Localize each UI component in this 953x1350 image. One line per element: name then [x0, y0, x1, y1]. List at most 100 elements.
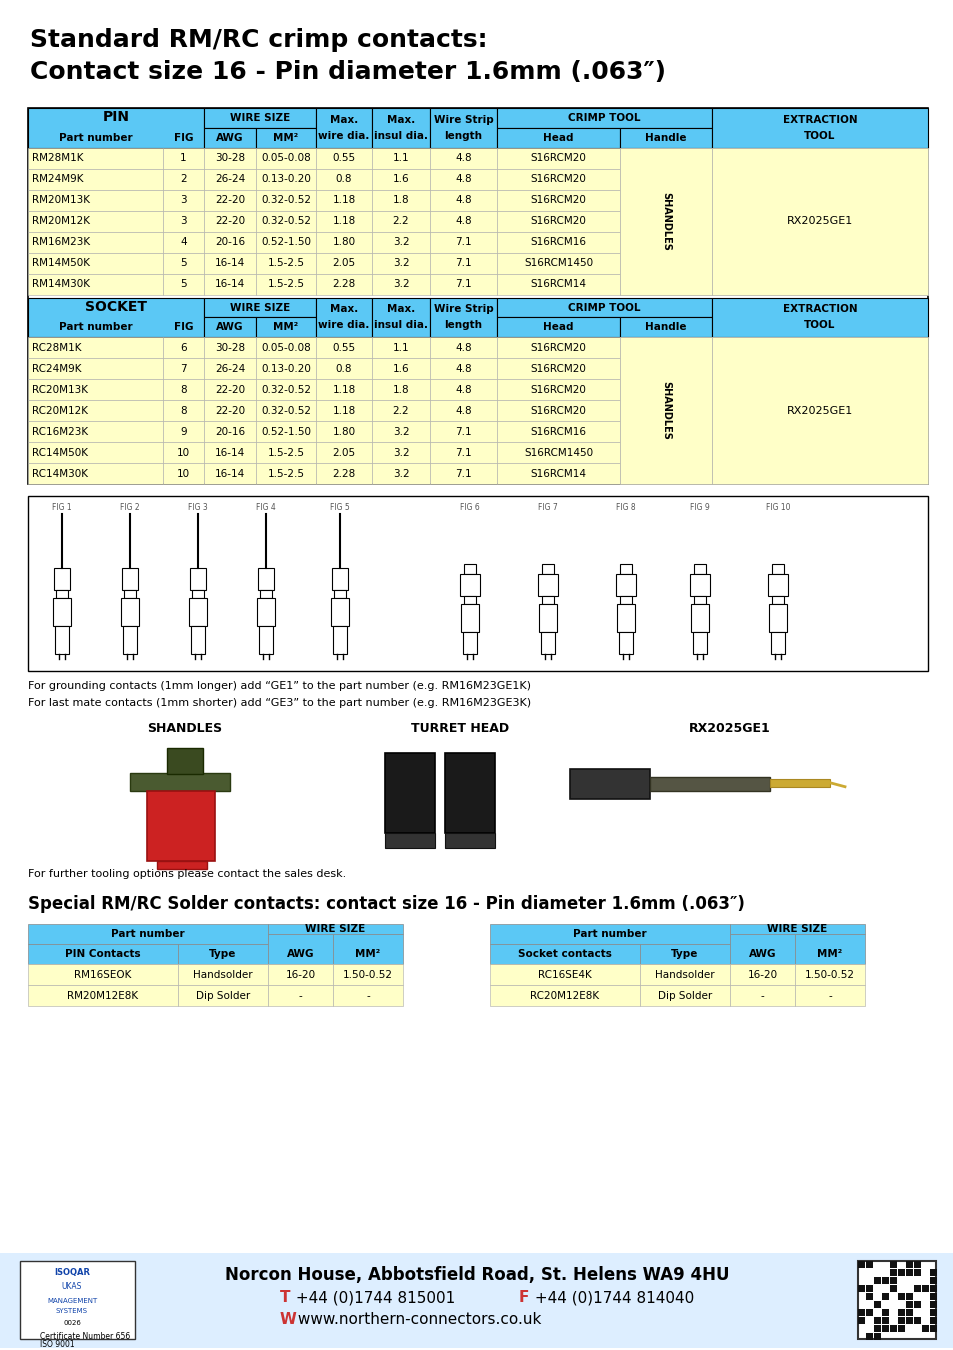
Bar	[873, 1316, 880, 1324]
Text: 1.5-2.5: 1.5-2.5	[267, 468, 304, 479]
Bar	[204, 379, 255, 401]
Bar	[459, 574, 479, 597]
Text: MM²: MM²	[274, 323, 298, 332]
Bar	[929, 1293, 936, 1300]
Text: 4.8: 4.8	[455, 364, 472, 374]
Text: ISO 9001: ISO 9001	[40, 1341, 74, 1349]
Text: Max.: Max.	[387, 305, 415, 315]
Bar	[315, 211, 372, 232]
Text: Socket contacts: Socket contacts	[517, 949, 611, 960]
Bar	[490, 964, 639, 986]
Bar	[497, 211, 619, 232]
Bar	[905, 1261, 912, 1268]
Bar	[430, 338, 497, 358]
Text: S16RCM20: S16RCM20	[530, 343, 586, 352]
Bar	[857, 1316, 864, 1324]
Text: S16RCM20: S16RCM20	[530, 174, 586, 184]
Text: 1.50-0.52: 1.50-0.52	[343, 969, 393, 980]
Bar	[771, 597, 783, 603]
Text: length: length	[444, 131, 482, 140]
Text: RC20M12E8K: RC20M12E8K	[530, 991, 598, 1000]
Bar	[204, 211, 255, 232]
Text: 1.6: 1.6	[393, 174, 409, 184]
Text: 7.1: 7.1	[455, 468, 472, 479]
Bar	[192, 590, 204, 598]
Bar	[163, 401, 204, 421]
Bar	[372, 358, 430, 379]
Text: 1.50-0.52: 1.50-0.52	[804, 969, 854, 980]
Bar	[889, 1261, 896, 1268]
Bar	[315, 463, 372, 485]
Text: 4.8: 4.8	[455, 343, 472, 352]
Text: RM20M13K: RM20M13K	[32, 196, 90, 205]
Bar	[163, 358, 204, 379]
Text: UKAS: UKAS	[62, 1282, 82, 1292]
Text: SHANDLES: SHANDLES	[148, 722, 222, 736]
Text: +44 (0)1744 815001: +44 (0)1744 815001	[291, 1291, 470, 1305]
Text: -: -	[366, 991, 370, 1000]
Text: 1.80: 1.80	[332, 427, 355, 437]
Bar	[268, 925, 402, 934]
Bar	[372, 232, 430, 252]
Bar	[163, 190, 204, 211]
Text: S16RCM20: S16RCM20	[530, 406, 586, 416]
Text: RM20M12K: RM20M12K	[32, 216, 90, 227]
Bar	[430, 443, 497, 463]
Bar	[794, 934, 864, 964]
Bar	[929, 1310, 936, 1316]
Bar	[255, 147, 315, 169]
Text: FIG 4: FIG 4	[255, 502, 275, 512]
Text: 1.18: 1.18	[332, 385, 355, 394]
Bar	[178, 964, 268, 986]
Bar	[204, 338, 255, 358]
Text: 1.5-2.5: 1.5-2.5	[267, 448, 304, 458]
Bar	[255, 317, 315, 338]
Text: 2.28: 2.28	[332, 279, 355, 289]
Bar	[372, 421, 430, 443]
Text: 3: 3	[180, 216, 187, 227]
Bar	[462, 632, 476, 653]
Bar	[258, 626, 273, 653]
Text: Handle: Handle	[644, 132, 686, 143]
Text: PIN: PIN	[102, 109, 130, 124]
Bar	[913, 1316, 920, 1324]
Bar	[315, 358, 372, 379]
Bar	[163, 463, 204, 485]
Bar	[711, 211, 927, 232]
Bar	[569, 768, 649, 799]
Text: 4.8: 4.8	[455, 196, 472, 205]
Text: TOOL: TOOL	[803, 131, 835, 140]
Bar	[28, 463, 163, 485]
Text: 0.8: 0.8	[335, 364, 352, 374]
Text: 16-14: 16-14	[214, 258, 245, 269]
Text: 4: 4	[180, 238, 187, 247]
Bar	[897, 1310, 904, 1316]
Bar	[430, 252, 497, 274]
Text: AWG: AWG	[748, 949, 776, 960]
Bar	[334, 590, 346, 598]
Bar	[385, 833, 435, 848]
Text: 22-20: 22-20	[214, 196, 245, 205]
Bar	[255, 421, 315, 443]
Text: 10: 10	[176, 448, 190, 458]
Bar	[372, 190, 430, 211]
Bar	[255, 211, 315, 232]
Bar	[163, 252, 204, 274]
Bar	[444, 753, 495, 833]
Bar	[255, 463, 315, 485]
Text: FIG 9: FIG 9	[689, 502, 709, 512]
Text: 30-28: 30-28	[214, 343, 245, 352]
Text: S16RCM16: S16RCM16	[530, 427, 586, 437]
Bar	[873, 1332, 880, 1339]
Bar	[333, 934, 402, 964]
Bar	[315, 147, 372, 169]
Bar	[619, 274, 711, 294]
Bar	[430, 421, 497, 443]
Text: RM20M12E8K: RM20M12E8K	[68, 991, 138, 1000]
Bar	[541, 564, 554, 574]
Bar	[619, 128, 711, 147]
Bar	[889, 1285, 896, 1292]
Text: T: T	[280, 1291, 291, 1305]
Text: 5: 5	[180, 279, 187, 289]
Text: 2.05: 2.05	[332, 448, 355, 458]
